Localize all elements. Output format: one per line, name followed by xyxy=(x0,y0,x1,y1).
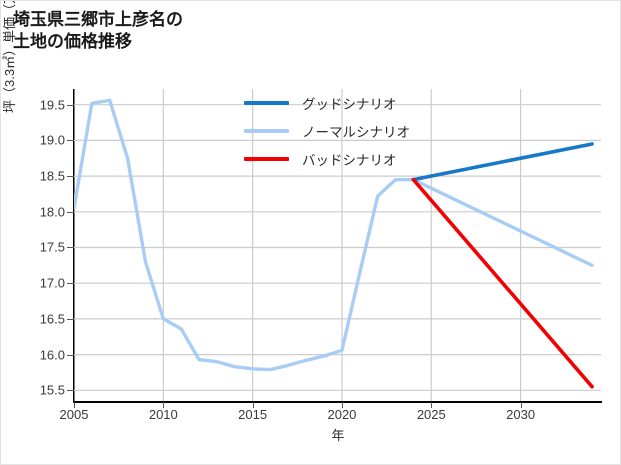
legend-item-label: バッドシナリオ xyxy=(302,153,397,168)
y-tick-mark xyxy=(67,318,74,320)
chart-canvas xyxy=(74,89,601,401)
legend-color-swatch xyxy=(244,129,289,133)
legend-item[interactable]: バッドシナリオ xyxy=(244,145,494,173)
y-tick-mark xyxy=(67,104,74,106)
legend-item-label: グッドシナリオ xyxy=(302,97,397,112)
legend-item-label: ノーマルシナリオ xyxy=(302,125,410,140)
x-tick-label: 2025 xyxy=(416,407,446,422)
y-tick-mark xyxy=(67,390,74,392)
x-tick-label: 2010 xyxy=(148,407,178,422)
x-axis-spine xyxy=(73,401,602,403)
y-tick-label: 19.0 xyxy=(39,132,65,148)
page-title: 埼玉県三郷市上彦名の 土地の価格推移 xyxy=(13,10,183,52)
chart-legend: グッドシナリオ ノーマルシナリオ バッドシナリオ xyxy=(244,89,494,173)
y-tick-label: 16.0 xyxy=(39,347,65,363)
y-tick-label: 18.0 xyxy=(39,204,65,220)
legend-color-swatch xyxy=(244,157,289,161)
y-tick-label: 19.5 xyxy=(39,97,65,113)
series-line xyxy=(411,177,594,389)
y-tick-label: 15.5 xyxy=(39,382,65,398)
y-tick-mark xyxy=(67,283,74,285)
x-tick-label: 2020 xyxy=(327,407,357,422)
legend-item[interactable]: ノーマルシナリオ xyxy=(244,117,494,145)
y-tick-mark xyxy=(67,176,74,178)
x-tick-mark xyxy=(74,402,75,408)
legend-item[interactable]: グッドシナリオ xyxy=(244,89,494,117)
x-axis-label: 年 xyxy=(331,428,345,443)
y-axis-label: 坪（3.3㎡）単価（万円） xyxy=(2,0,17,113)
y-tick-mark xyxy=(67,140,74,142)
y-tick-mark xyxy=(67,354,74,356)
y-tick-mark xyxy=(67,247,74,249)
plot-area xyxy=(74,89,601,401)
x-tick-label: 2030 xyxy=(506,407,536,422)
y-tick-label: 16.5 xyxy=(39,311,65,327)
x-tick-mark xyxy=(163,402,165,408)
series-lines xyxy=(74,98,594,389)
legend-color-swatch xyxy=(244,101,289,105)
series-line xyxy=(74,98,594,372)
gridlines xyxy=(74,89,601,401)
y-tick-label: 17.5 xyxy=(39,239,65,255)
x-tick-label: 2015 xyxy=(238,407,268,422)
y-tick-label: 18.5 xyxy=(39,168,65,184)
y-tick-mark xyxy=(67,211,74,213)
x-tick-mark xyxy=(252,402,254,408)
x-tick-mark xyxy=(431,402,433,408)
x-tick-label: 2005 xyxy=(59,407,89,422)
y-tick-label: 17.0 xyxy=(39,275,65,291)
series-line xyxy=(411,142,594,182)
x-tick-mark xyxy=(341,402,343,408)
x-tick-mark xyxy=(520,402,522,408)
